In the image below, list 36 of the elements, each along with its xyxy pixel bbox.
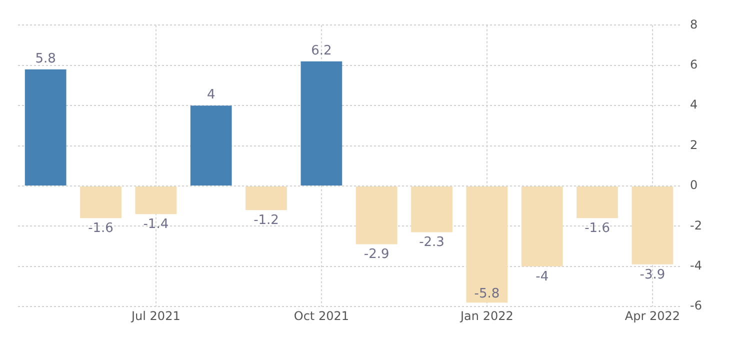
data-label: 4 <box>206 87 216 102</box>
data-label: 6.2 <box>311 43 332 58</box>
y-tick-label: 8 <box>690 17 698 32</box>
bar <box>466 186 508 303</box>
data-label: -2.3 <box>419 235 444 250</box>
bar <box>356 186 398 244</box>
y-tick-label: 2 <box>690 138 698 152</box>
x-tick-label: Apr 2022 <box>624 308 680 323</box>
bar <box>80 186 122 218</box>
data-label: -1.4 <box>143 217 169 232</box>
x-tick-label: Jan 2022 <box>460 308 514 323</box>
data-label: -3.9 <box>640 267 666 282</box>
data-label: -4 <box>536 269 549 284</box>
data-label: -2.9 <box>364 247 390 262</box>
x-tick-label: Jul 2021 <box>130 308 180 323</box>
bar <box>411 186 452 232</box>
bar <box>135 186 177 214</box>
bar <box>632 186 674 264</box>
data-label: -1.2 <box>254 212 279 228</box>
bar <box>300 61 342 186</box>
data-label: -1.6 <box>584 221 610 236</box>
x-tick-label: Oct 2021 <box>294 308 349 323</box>
y-tick-label: 0 <box>690 178 698 192</box>
y-tick-label: -2 <box>690 218 702 232</box>
data-label: 5.8 <box>35 51 56 66</box>
y-tick-label: -4 <box>690 258 702 273</box>
y-tick-label: 4 <box>690 98 698 112</box>
bar <box>24 69 66 186</box>
y-tick-label: 6 <box>690 58 698 72</box>
bar <box>521 186 563 266</box>
bar <box>190 106 232 186</box>
data-label: -1.6 <box>88 221 114 236</box>
bar <box>246 186 287 210</box>
y-tick-label: -6 <box>690 298 702 313</box>
data-label: -5.8 <box>474 286 500 302</box>
bar <box>576 186 618 218</box>
